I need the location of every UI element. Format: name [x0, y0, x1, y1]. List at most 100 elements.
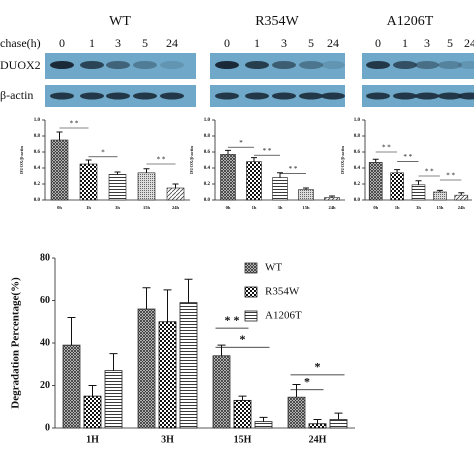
legend-label: R354W: [265, 286, 300, 298]
bar: [212, 355, 231, 429]
y-tick-label: 1.0: [204, 118, 211, 123]
legend-swatch: [244, 310, 258, 322]
band: [215, 61, 239, 69]
band: [438, 61, 462, 69]
y-tick-label: 1.0: [354, 118, 361, 123]
y-tick-label: 80: [40, 252, 50, 263]
significance-label: *: [239, 139, 243, 147]
error-bar: [67, 317, 76, 346]
band: [393, 61, 417, 69]
band: [299, 92, 323, 100]
band: [321, 92, 345, 100]
legend-swatch: [244, 262, 258, 274]
band: [106, 61, 130, 69]
x-tick-label: 24h: [328, 205, 336, 210]
band: [415, 61, 439, 69]
bar: [233, 399, 252, 429]
x-tick-label: 24h: [458, 205, 466, 210]
bar: [137, 308, 156, 429]
panel-title: R354W: [255, 14, 299, 29]
lane-label: 5: [308, 36, 314, 50]
blot-row-label: DUOX2: [0, 58, 41, 72]
bar: [83, 395, 102, 429]
bar: [137, 172, 156, 201]
x-tick-label: 3h: [115, 205, 120, 210]
significance-label: * *: [263, 147, 272, 155]
error-bar: [334, 412, 343, 420]
error-bar: [303, 187, 309, 190]
error-bar: [88, 385, 97, 397]
significance-label: * *: [425, 168, 434, 176]
y-tick-label: 0.0: [354, 198, 361, 203]
y-tick-label: 0.2: [354, 182, 361, 187]
error-bar: [436, 189, 443, 192]
y-tick-label: 1.0: [34, 118, 41, 123]
y-tick-label: 0: [45, 422, 50, 433]
band: [245, 92, 269, 100]
x-tick-label: 3h: [278, 205, 283, 210]
bar: [329, 419, 348, 429]
lane-label: 1: [89, 36, 95, 50]
significance-label: *: [101, 148, 105, 156]
error-bar: [172, 183, 179, 188]
y-axis-label: DUOX/β-actin: [340, 146, 345, 174]
band: [366, 61, 390, 69]
bar: [104, 370, 123, 429]
x-tick-label: 0h: [373, 205, 378, 210]
error-bar: [251, 157, 257, 162]
band: [50, 92, 74, 100]
significance-label: * *: [403, 153, 412, 161]
significance-label: * *: [70, 120, 79, 128]
y-tick-label: 0.6: [204, 150, 211, 155]
lane-label: 0: [59, 36, 65, 50]
band: [245, 61, 269, 69]
bar: [254, 421, 273, 429]
x-tick-label: 15h: [143, 205, 151, 210]
error-bar: [163, 289, 172, 322]
error-bar: [114, 171, 121, 175]
lane-label: 24: [327, 36, 339, 50]
bar: [308, 423, 327, 429]
band: [393, 92, 417, 100]
error-bar: [238, 395, 247, 401]
lane-label: 3: [424, 36, 430, 50]
error-bar: [329, 195, 335, 198]
y-tick-label: 60: [40, 295, 50, 306]
bar: [158, 321, 177, 429]
lane-label: 1: [254, 36, 260, 50]
bar: [166, 187, 185, 201]
lane-label: 24: [166, 36, 178, 50]
y-tick-label: 0.6: [34, 150, 41, 155]
lane-label: 5: [447, 36, 453, 50]
y-tick-label: 20: [40, 380, 50, 391]
error-bar: [56, 131, 63, 140]
band: [272, 61, 296, 69]
panel-title: A1206T: [387, 14, 434, 29]
band: [133, 61, 157, 69]
bar: [108, 174, 127, 201]
legend-swatch: [244, 286, 258, 298]
x-tick-label: 0h: [57, 205, 62, 210]
error-bar: [292, 383, 301, 398]
y-tick-label: 0.4: [354, 166, 361, 171]
y-tick-label: 0.0: [34, 198, 41, 203]
x-tick-label: 24h: [172, 205, 180, 210]
bar: [324, 197, 340, 201]
lane-label: 5: [142, 36, 148, 50]
x-tick-label: 24H: [309, 434, 327, 445]
band: [415, 92, 439, 100]
blot-row-label: β-actin: [0, 88, 33, 102]
bar: [454, 194, 469, 201]
y-tick-label: 0.8: [354, 134, 361, 139]
error-bar: [143, 168, 150, 173]
y-tick-label: 0.4: [204, 166, 211, 171]
significance-label: * *: [382, 144, 391, 152]
y-axis-label: Degradation Percentage(%): [10, 277, 22, 409]
bar: [246, 161, 262, 201]
bar: [79, 163, 98, 201]
bar: [298, 189, 314, 201]
y-tick-label: 0.0: [204, 198, 211, 203]
band: [133, 92, 157, 100]
error-bar: [225, 149, 231, 155]
